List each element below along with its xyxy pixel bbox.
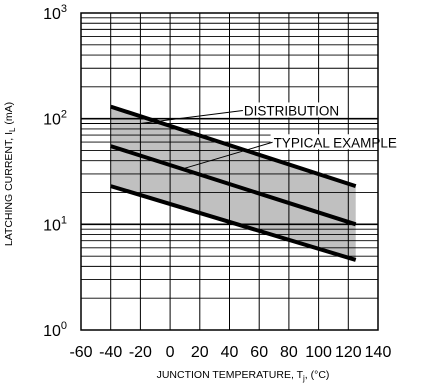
y-tick-label-1-base: 10 [43, 217, 61, 234]
y-axis-title-unit: (mA) [3, 102, 15, 128]
y-tick-label-3-exponent: 3 [61, 3, 67, 15]
y-tick-label-3: 103 [43, 3, 67, 23]
y-tick-label-0-base: 10 [43, 323, 61, 340]
y-tick-label-0-exponent: 0 [61, 320, 67, 332]
y-tick-label-1: 101 [43, 214, 67, 234]
y-tick-label-1-exponent: 1 [61, 214, 67, 226]
annotation-layer: DISTRIBUTION TYPICAL EXAMPLE [140, 102, 399, 169]
y-tick-label-2-base: 10 [43, 112, 61, 129]
x-tick-label-5: 40 [221, 344, 239, 361]
x-tick-label-6: 60 [250, 344, 268, 361]
x-tick-label-4: 20 [191, 344, 209, 361]
y-tick-label-3-base: 10 [43, 6, 61, 23]
y-tick-label-0: 100 [43, 320, 67, 340]
x-axis-title-main: JUNCTION TEMPERATURE, T [157, 369, 304, 381]
y-tick-label-2: 102 [43, 109, 67, 129]
x-tick-label-2: -20 [129, 344, 152, 361]
y-axis-title-main: LATCHING CURRENT, I [3, 132, 15, 246]
y-axis-title: LATCHING CURRENT, IL (mA) [3, 102, 17, 246]
plot-frame [80, 12, 379, 331]
x-tick-label-1: -40 [99, 344, 122, 361]
distribution-annotation-label-background [240, 102, 345, 118]
x-tick-label-8: 100 [305, 344, 332, 361]
x-axis-title: JUNCTION TEMPERATURE, Tj, (°C) [157, 369, 330, 383]
x-tick-label-9: 120 [335, 344, 362, 361]
x-axis-title-subscript: j [302, 374, 305, 383]
typical-example-annotation-label-background [270, 134, 399, 150]
frame-layer [80, 12, 379, 331]
x-axis-title-unit: , (°C) [305, 369, 330, 381]
series-line-1 [110, 104, 357, 189]
x-tick-label-10: 140 [365, 344, 392, 361]
distribution-annotation-label: DISTRIBUTION [244, 103, 339, 118]
y-tick-label-2-exponent: 2 [61, 109, 67, 121]
grid-layer [81, 13, 378, 330]
series-layer [110, 104, 357, 262]
series-line-2 [110, 144, 357, 227]
typical-example-annotation-leader-line [184, 141, 273, 169]
x-tick-label-7: 80 [280, 344, 298, 361]
x-tick-label-3: 0 [166, 344, 175, 361]
typical-example-annotation-label: TYPICAL EXAMPLE [274, 135, 397, 150]
y-axis-title-subscript: L [8, 127, 17, 132]
distribution-annotation-leader-line [140, 109, 243, 124]
x-tick-label-0: -60 [69, 344, 92, 361]
series-line-3 [110, 184, 357, 262]
